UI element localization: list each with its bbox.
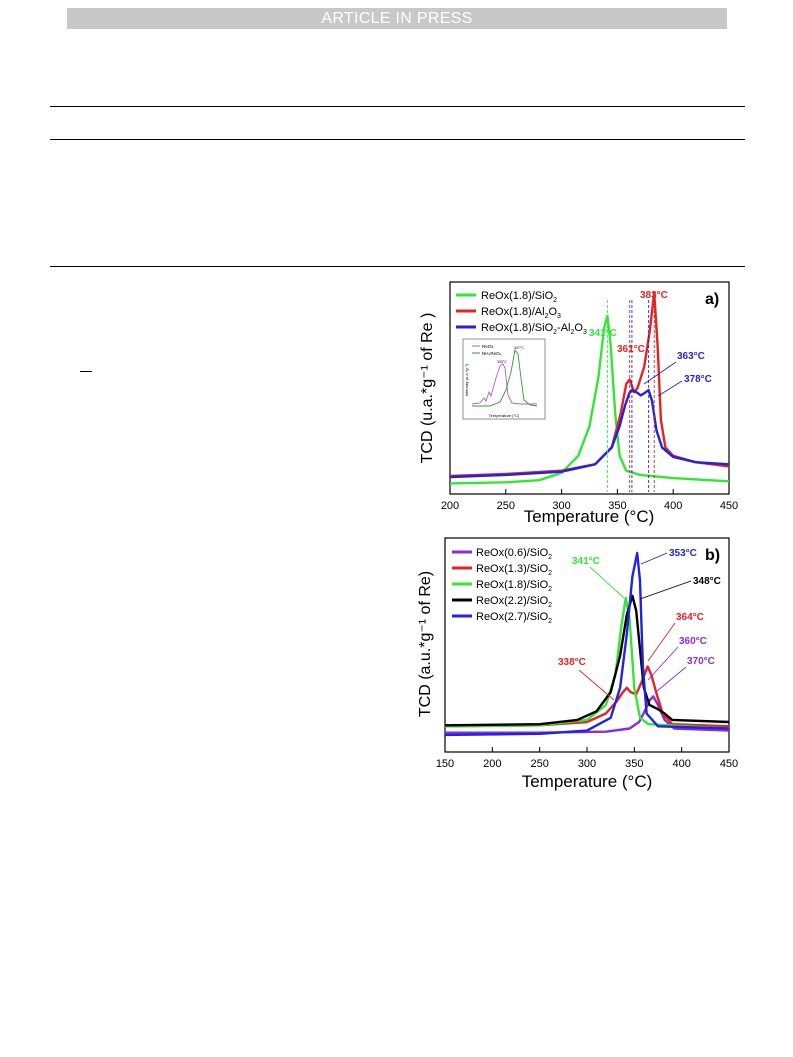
pointer-370-b xyxy=(655,666,687,693)
inset-curve-reox xyxy=(471,363,537,405)
header-rule-top xyxy=(50,106,745,107)
peak-label-360-b: 360°C xyxy=(679,636,707,647)
series-line-1-2 xyxy=(444,596,730,730)
x-axis-label-a: Temperature (°C) xyxy=(524,507,655,526)
legend-label-b-3: ReOx(2.2)/SiO2 xyxy=(476,595,552,609)
legend-label-b-2: ReOx(1.8)/SiO2 xyxy=(476,579,552,593)
legend-label-b-4: ReOx(2.7)/SiO2 xyxy=(476,611,552,625)
legend-label-a-0: ReOx(1.8)/SiO2 xyxy=(481,290,557,304)
x-tick-label-0-0: 200 xyxy=(441,500,459,512)
panel-label-b: b) xyxy=(705,547,720,564)
pointer-363-a xyxy=(643,361,677,385)
panel-label-a: a) xyxy=(705,291,719,308)
pointer-348-b xyxy=(639,580,692,600)
legend-label-a-1: ReOx(1.8)/Al2O3 xyxy=(481,306,561,320)
x-ticks-b: 150 200 250 300 350 400 450 xyxy=(436,747,738,770)
peak-label-338-b: 338°C xyxy=(558,657,586,668)
pointer-364-b xyxy=(647,622,676,662)
peak-label-378-a: 378°C xyxy=(684,374,712,385)
series-line-1-1 xyxy=(444,665,730,728)
series-line-1-0 xyxy=(445,695,730,734)
x-tick-label-0-4: 400 xyxy=(664,500,682,512)
chart-panel-a: 200 250 300 350 400 450 Temperature (°C) TCD … xyxy=(419,281,738,526)
curves-a xyxy=(449,291,730,485)
legend-label-b-0: ReOx(0.6)/SiO2 xyxy=(476,547,552,561)
pointer-378-a xyxy=(657,380,683,397)
x-ticks-a: 200 250 300 350 400 450 xyxy=(441,489,738,512)
inset-legend-label-1: NH₄ReO₄ xyxy=(482,351,502,356)
inset-x-label: Temperature (°C) xyxy=(489,413,520,418)
x-tick-label-1-2: 250 xyxy=(530,758,548,770)
series-line-0-2 xyxy=(449,388,730,479)
peak-label-363-a: 363°C xyxy=(677,351,705,362)
y-axis-label-a: TCD (u.a.*g⁻¹ of Re ) xyxy=(419,313,436,464)
pointer-338-b xyxy=(578,669,615,701)
peak-label-361-a: 361°C xyxy=(617,344,645,355)
inset-curve-nh4reo4 xyxy=(472,348,538,407)
text-fragment-dash xyxy=(80,371,92,372)
x-tick-label-0-5: 450 xyxy=(720,500,738,512)
pointer-353-b xyxy=(640,552,668,565)
peak-label-341-b: 341°C xyxy=(572,556,600,567)
peak-label-383-a: 383°C xyxy=(640,290,668,301)
inset-frame xyxy=(462,338,546,420)
peak-label-370-b: 370°C xyxy=(687,656,715,667)
legend-a: ReOx(1.8)/SiO2 ReOx(1.8)/Al2O3 ReOx(1.8)… xyxy=(456,290,587,336)
x-tick-label-0-3: 350 xyxy=(608,500,626,512)
chart-panel-b: 150 200 250 300 350 400 450 Temperature (°C) T… xyxy=(417,537,738,791)
inset-peak-label-0: 333°C xyxy=(497,360,507,364)
x-tick-label-1-0: 150 xyxy=(436,758,454,770)
legend-label-a-2: ReOx(1.8)/SiO2-Al2O3 xyxy=(481,322,587,336)
x-tick-label-0-2: 300 xyxy=(552,500,570,512)
curves-b xyxy=(444,551,730,737)
inset-chart: ReOx NH₄ReO₄ 333°C 347°C Temperature (°C… xyxy=(462,338,546,420)
x-tick-label-1-6: 450 xyxy=(720,758,738,770)
pointer-360-b xyxy=(647,646,679,681)
y-axis-label-b: TCD (a.u.*g⁻¹ of Re) xyxy=(417,571,434,717)
legend-b: ReOx(0.6)/SiO2 ReOx(1.3)/SiO2 ReOx(1.8)/… xyxy=(452,547,552,625)
x-tick-label-1-1: 200 xyxy=(483,758,501,770)
x-tick-label-1-4: 350 xyxy=(625,758,643,770)
peak-label-348-b: 348°C xyxy=(693,576,721,587)
inset-peak-label-1: 347°C xyxy=(514,346,524,350)
header-rule-bottom xyxy=(50,139,745,140)
legend-label-b-1: ReOx(1.3)/SiO2 xyxy=(476,563,552,577)
x-tick-label-1-5: 400 xyxy=(672,758,690,770)
peak-label-341-a: 341°C xyxy=(589,328,617,339)
peak-label-353-b: 353°C xyxy=(669,548,697,559)
x-axis-label-b: Temperature (°C) xyxy=(522,772,653,791)
x-tick-label-1-3: 300 xyxy=(578,758,596,770)
inset-y-label: Intensity (u.a.*g⁻¹) xyxy=(464,363,469,396)
x-tick-label-0-1: 250 xyxy=(497,500,515,512)
peak-label-364-b: 364°C xyxy=(676,612,704,623)
pointer-341-b xyxy=(589,566,625,599)
series-line-1-4 xyxy=(444,551,730,737)
peak-guides-a xyxy=(606,300,655,492)
article-in-press-banner: ARTICLE IN PRESS xyxy=(67,8,727,29)
inset-legend-label-0: ReOx xyxy=(482,344,494,349)
series-line-0-0 xyxy=(449,314,730,485)
section-rule xyxy=(50,266,745,267)
series-line-1-3 xyxy=(444,594,730,727)
plot-frame-a xyxy=(449,281,730,495)
